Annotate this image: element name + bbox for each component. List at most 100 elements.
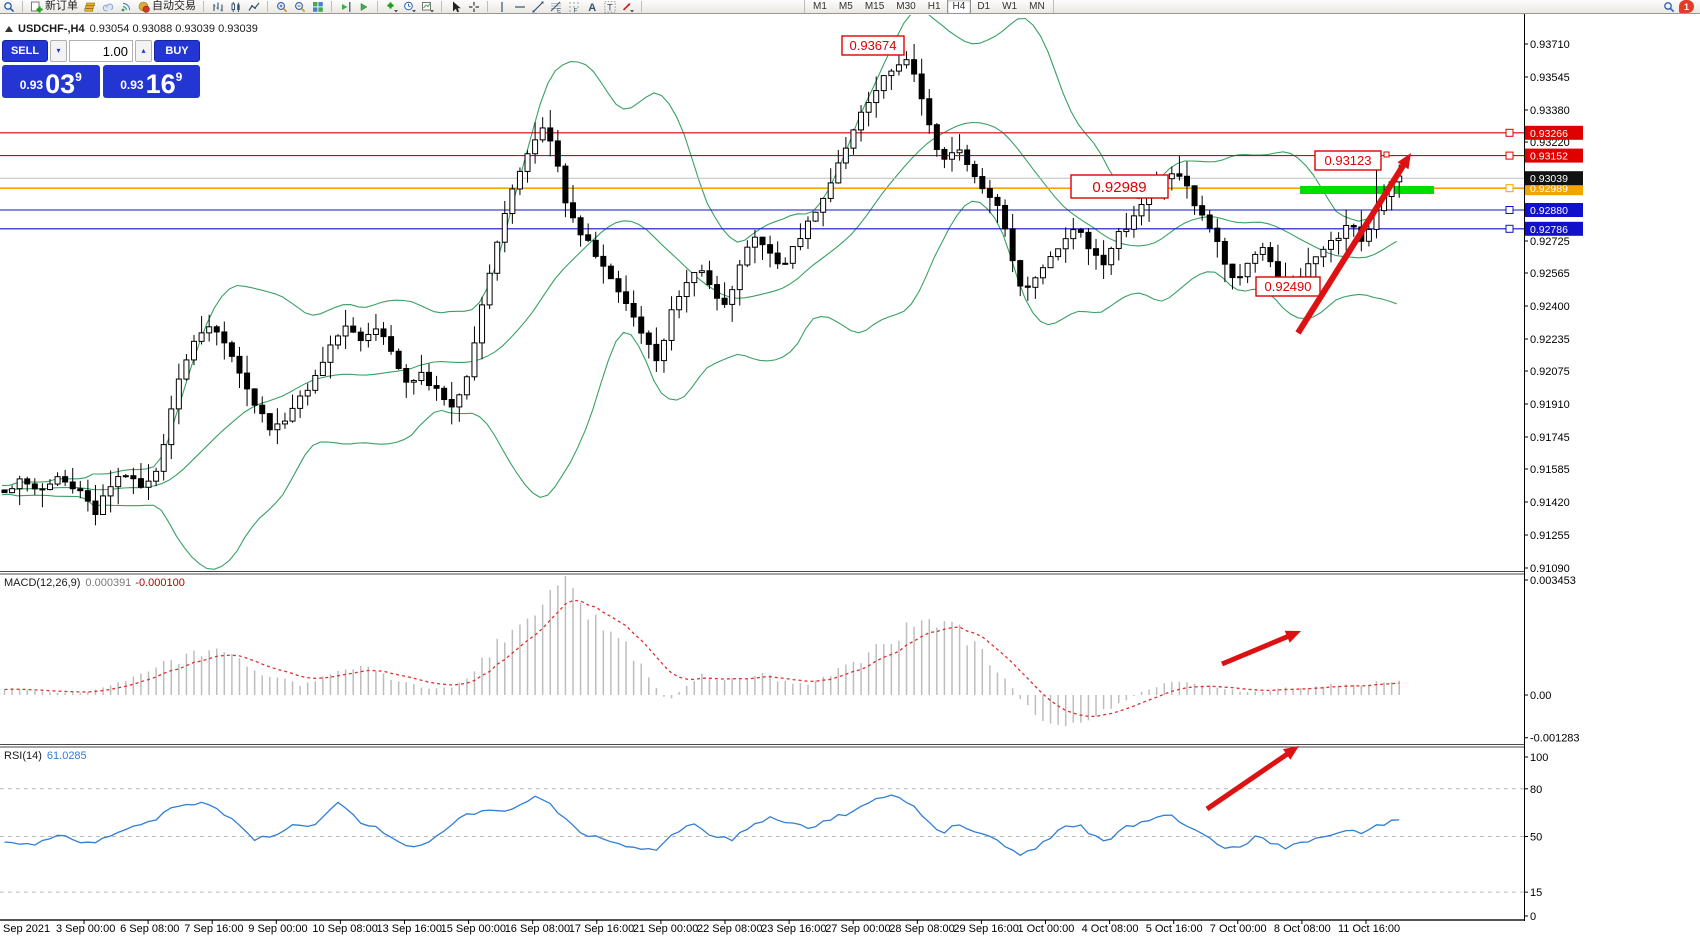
rsi-panel — [0, 788, 1524, 893]
line-chart-icon[interactable] — [247, 0, 260, 13]
vertical-line-icon[interactable] — [495, 0, 508, 13]
timeframe-M1[interactable]: M1 — [813, 1, 827, 12]
fibonacci-icon[interactable]: E — [549, 0, 562, 13]
template-icon[interactable] — [421, 0, 434, 13]
macd-name: MACD(12,26,9) — [4, 577, 81, 589]
bars-chart-icon[interactable] — [211, 0, 224, 13]
annotation-anchor[interactable] — [1383, 151, 1390, 158]
timeframe-M30[interactable]: M30 — [896, 1, 916, 12]
horizontal-level-lines[interactable] — [0, 128, 1524, 233]
macd-main-value: 0.000391 — [85, 577, 132, 589]
auto-trading-icon — [137, 0, 150, 13]
timeframe-H1[interactable]: H1 — [927, 1, 941, 12]
sell-price-panel[interactable]: 0.93 03 9 — [2, 65, 100, 98]
auto-trading-button[interactable]: 自动交易 — [137, 0, 196, 13]
date-label: 8 Oct 08:00 — [1274, 923, 1331, 935]
time-axis: Sep 2021 3 Sep 00:00 6 Sep 08:00 7 Sep 16:0… — [3, 920, 1400, 935]
level-handle[interactable] — [1505, 128, 1514, 137]
cursor-icon[interactable] — [449, 0, 462, 13]
green-highlight-zone[interactable] — [1300, 186, 1434, 194]
annotation-label-0.93123[interactable]: 0.93123 — [1314, 150, 1382, 171]
arrows-icon[interactable] — [621, 0, 634, 13]
svg-text:0.92786: 0.92786 — [1530, 224, 1568, 236]
volume-decrease-button[interactable]: ▾ — [50, 40, 67, 62]
chart-header: USDCHF-,H4 0.93054 0.93088 0.93039 0.930… — [5, 23, 258, 35]
price-tick-label: 0.93545 — [1530, 72, 1570, 84]
cloud-icon[interactable] — [101, 0, 114, 13]
rsi-tick-label: 15 — [1530, 887, 1542, 899]
annotation-label-0.93674[interactable]: 0.93674 — [841, 35, 905, 56]
macd-tick-label: 0.003453 — [1530, 575, 1576, 587]
label-icon[interactable]: T — [603, 0, 616, 13]
tile-windows-icon[interactable] — [311, 0, 324, 13]
svg-text:0.92490: 0.92490 — [1265, 279, 1312, 294]
trend-arrow[interactable] — [1221, 630, 1301, 667]
period-icon[interactable] — [403, 0, 416, 13]
ohlc-values: 0.93054 0.93088 0.93039 0.93039 — [89, 23, 258, 35]
zoom-in-icon[interactable] — [275, 0, 288, 13]
trendline-icon[interactable] — [531, 0, 544, 13]
timeframe-D1[interactable]: D1 — [977, 1, 991, 12]
fibonacci-glyph: E — [557, 8, 561, 13]
candles-chart-icon[interactable] — [229, 0, 242, 13]
volume-increase-button[interactable]: ▴ — [135, 40, 152, 62]
level-handle[interactable] — [1505, 206, 1514, 214]
navigator-icon[interactable] — [83, 0, 96, 13]
timeframe-H4[interactable]: H4 — [946, 0, 972, 13]
date-label: 21 Sep 00:00 — [633, 923, 698, 935]
auto-trading-label: 自动交易 — [152, 0, 196, 12]
panel-separators[interactable] — [0, 571, 1524, 921]
date-label: 16 Sep 08:00 — [505, 923, 570, 935]
rsi-line — [4, 794, 1400, 857]
grid-icon[interactable]: F — [567, 0, 580, 13]
crosshair-icon[interactable] — [467, 0, 480, 13]
annotations[interactable]: 0.93674 0.92989 0.93123 0.92490 — [841, 35, 1411, 812]
add-indicator-icon[interactable] — [385, 0, 398, 13]
toolbar-right-group: 1 — [1662, 0, 1700, 13]
date-label: 23 Sep 16:00 — [761, 923, 826, 935]
search-symbol-icon[interactable] — [1662, 0, 1675, 13]
timeframe-M15[interactable]: M15 — [864, 1, 885, 12]
new-order-button[interactable]: 新订单 — [30, 0, 78, 13]
sell-button[interactable]: SELL — [2, 40, 48, 62]
date-label: 27 Sep 00:00 — [825, 923, 890, 935]
annotation-label-0.92490[interactable]: 0.92490 — [1255, 276, 1321, 297]
horizontal-line-icon[interactable] — [513, 0, 526, 13]
buy-button[interactable]: BUY — [154, 40, 200, 62]
date-label: 22 Sep 08:00 — [697, 923, 762, 935]
annotation-label-0.92989[interactable]: 0.92989 — [1070, 174, 1169, 199]
price-tick-label: 0.91585 — [1530, 464, 1570, 476]
price-tick-label: 0.91420 — [1530, 497, 1570, 509]
symbol-title: USDCHF-,H4 — [18, 23, 85, 35]
price-tick-label: 0.92075 — [1530, 366, 1570, 378]
timeframe-MN[interactable]: MN — [1029, 1, 1045, 12]
notification-badge[interactable]: 1 — [1679, 0, 1694, 13]
sell-price-pip: 9 — [75, 70, 82, 84]
chart-shift-icon[interactable] — [339, 0, 352, 13]
svg-text:0.92989: 0.92989 — [1530, 183, 1568, 195]
text-icon[interactable]: A — [585, 0, 598, 13]
signal-icon[interactable] — [119, 0, 132, 13]
date-label: 28 Sep 08:00 — [889, 923, 954, 935]
rsi-value: 61.0285 — [46, 750, 87, 762]
svg-text:0.92880: 0.92880 — [1530, 205, 1568, 217]
date-label: 7 Oct 00:00 — [1210, 923, 1267, 935]
rsi-axis: 100 80 50 15 0 — [1524, 752, 1548, 923]
volume-input[interactable] — [69, 40, 133, 62]
level-handle[interactable] — [1505, 224, 1514, 233]
trend-arrow[interactable] — [1295, 153, 1411, 335]
date-label: 13 Sep 16:00 — [377, 923, 442, 935]
auto-scroll-icon[interactable] — [357, 0, 370, 13]
zoom-out-icon[interactable] — [293, 0, 306, 13]
buy-price-panel[interactable]: 0.93 16 9 — [102, 65, 200, 98]
current-price-tag: 0.93039 — [1525, 171, 1583, 186]
search-icon[interactable] — [2, 0, 15, 13]
timeframe-W1[interactable]: W1 — [1002, 1, 1018, 12]
trend-arrow[interactable] — [1205, 746, 1299, 812]
level-handle[interactable] — [1505, 151, 1514, 160]
level-handle[interactable] — [1505, 184, 1514, 193]
timeframe-M5[interactable]: M5 — [838, 1, 853, 12]
chart-window-icon — [5, 26, 13, 32]
